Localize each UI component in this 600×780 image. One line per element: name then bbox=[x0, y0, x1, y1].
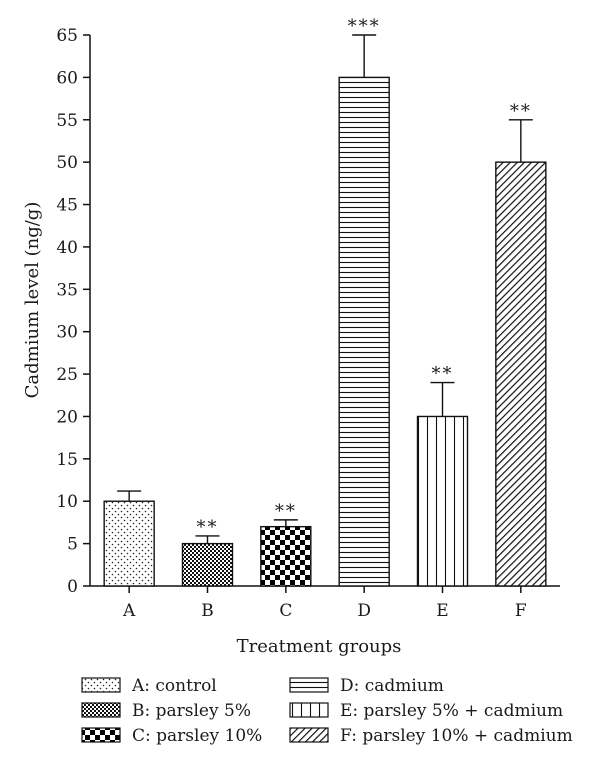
bar-E bbox=[416, 415, 469, 587]
significance-C: ** bbox=[275, 501, 297, 522]
y-tick-label: 25 bbox=[56, 365, 78, 385]
bar-D bbox=[338, 76, 390, 587]
legend-swatch-A bbox=[81, 677, 121, 693]
legend-label-C: C: parsley 10% bbox=[132, 726, 262, 746]
y-tick-labels: 0 5 10 15 20 25 30 35 40 45 50 55 60 65 bbox=[56, 26, 78, 597]
legend: A: control B: parsley 5% C: parsley 10% D: … bbox=[81, 676, 573, 746]
y-tick-label: 0 bbox=[67, 577, 78, 597]
x-axis-title: Treatment groups bbox=[237, 636, 402, 657]
y-tick-label: 30 bbox=[56, 323, 78, 343]
y-tick-label: 20 bbox=[56, 407, 78, 427]
legend-swatch-C bbox=[81, 727, 121, 743]
legend-label-F: F: parsley 10% + cadmium bbox=[340, 726, 573, 746]
y-tick-label: 55 bbox=[56, 111, 78, 131]
bar-C bbox=[260, 525, 312, 587]
y-tick-label: 10 bbox=[56, 492, 78, 512]
x-tick-label: D bbox=[357, 601, 371, 621]
bar-B bbox=[181, 542, 234, 587]
y-tick-label: 45 bbox=[56, 196, 78, 216]
bar-F bbox=[495, 161, 547, 587]
y-tick-label: 5 bbox=[67, 535, 78, 555]
bars: *********** bbox=[103, 16, 547, 587]
y-tick-label: 15 bbox=[56, 450, 78, 470]
legend-swatch-D bbox=[289, 677, 329, 693]
legend-label-E: E: parsley 5% + cadmium bbox=[340, 701, 563, 721]
x-tick-label: C bbox=[279, 601, 292, 621]
x-tick-label: F bbox=[515, 601, 527, 621]
y-tick-label: 60 bbox=[56, 68, 78, 88]
x-tick-labels: A B C D E F bbox=[122, 601, 527, 621]
significance-F: ** bbox=[510, 101, 532, 122]
legend-label-A: A: control bbox=[131, 676, 217, 696]
significance-E: ** bbox=[432, 364, 454, 385]
bar-A bbox=[103, 500, 155, 587]
y-tick-label: 40 bbox=[56, 238, 78, 258]
legend-swatch-E bbox=[289, 702, 329, 718]
axes bbox=[83, 34, 560, 593]
x-tick-label: A bbox=[122, 601, 136, 621]
legend-label-D: D: cadmium bbox=[340, 676, 444, 696]
legend-swatch-B bbox=[81, 702, 121, 718]
y-tick-label: 65 bbox=[56, 26, 78, 46]
significance-D: *** bbox=[348, 16, 381, 37]
y-axis-title: Cadmium level (ng/g) bbox=[22, 202, 43, 399]
y-tick-label: 35 bbox=[56, 280, 78, 300]
significance-B: ** bbox=[197, 517, 219, 538]
x-tick-label: E bbox=[436, 601, 448, 621]
x-tick-label: B bbox=[201, 601, 214, 621]
y-tick-label: 50 bbox=[56, 153, 78, 173]
legend-label-B: B: parsley 5% bbox=[132, 701, 251, 721]
legend-swatch-F bbox=[289, 727, 329, 743]
